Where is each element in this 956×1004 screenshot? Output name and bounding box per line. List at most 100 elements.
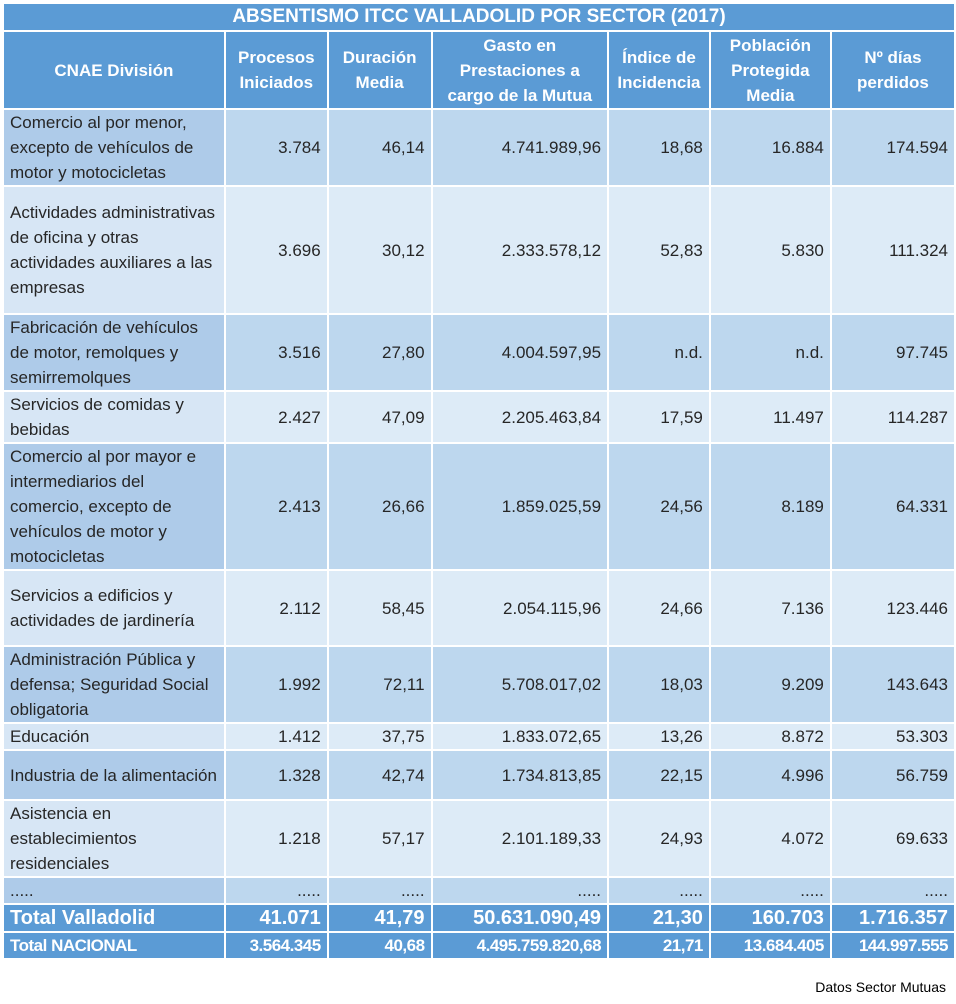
table-row: Educación 1.412 37,75 1.833.072,65 13,26 8.87… [4,724,954,749]
cell-indice: 22,15 [609,751,709,799]
cell-indice: n.d. [609,315,709,390]
cell-cnae: Comercio al por mayor e intermediarios d… [4,444,224,569]
cell-poblacion: ..... [710,878,830,903]
cell-dias: 69.633 [831,801,954,876]
cell-cnae: Servicios de comidas y bebidas [4,392,224,442]
cell-poblacion: 4.072 [710,801,830,876]
cell-cnae: Servicios a edificios y actividades de j… [4,571,224,645]
cell-cnae: Industria de la alimentación [4,751,224,799]
cell-procesos: 3.564.345 [225,933,327,958]
cell-indice: 24,56 [609,444,709,569]
cell-cnae: Educación [4,724,224,749]
table-row: Fabricación de vehículos de motor, remol… [4,315,954,390]
cell-poblacion: 13.684.405 [710,933,830,958]
total-valladolid-row: Total Valladolid 41.071 41,79 50.631.090,49… [4,905,954,931]
cell-dias: 123.446 [831,571,954,645]
cell-gasto: 2.054.115,96 [432,571,608,645]
cell-duracion: 30,12 [328,187,431,313]
cell-duracion: 27,80 [328,315,431,390]
cell-duracion: 58,45 [328,571,431,645]
cell-gasto: 5.708.017,02 [432,647,608,722]
cell-procesos: 41.071 [225,905,327,931]
cell-poblacion: 11.497 [710,392,830,442]
cell-poblacion: n.d. [710,315,830,390]
cell-procesos: 1.992 [225,647,327,722]
cell-indice: 18,68 [609,110,709,185]
header-indice: Índice de Incidencia [609,32,709,108]
cell-poblacion: 8.189 [710,444,830,569]
total-nacional-row: Total NACIONAL 3.564.345 40,68 4.495.759.82… [4,933,954,958]
cell-poblacion: 8.872 [710,724,830,749]
cell-duracion: 72,11 [328,647,431,722]
cell-indice: ..... [609,878,709,903]
cell-cnae: Comercio al por menor, excepto de vehícu… [4,110,224,185]
cell-duracion: 42,74 [328,751,431,799]
cell-poblacion: 16.884 [710,110,830,185]
cell-duracion: 40,68 [328,933,431,958]
cell-poblacion: 5.830 [710,187,830,313]
table-row: Actividades administrativas de oficina y… [4,187,954,313]
cell-dias: 111.324 [831,187,954,313]
cell-duracion: 26,66 [328,444,431,569]
cell-procesos: 2.413 [225,444,327,569]
cell-gasto: 2.333.578,12 [432,187,608,313]
cell-indice: 21,71 [609,933,709,958]
cell-gasto: 50.631.090,49 [432,905,608,931]
table-row: ................................... [4,878,954,903]
cell-gasto: 2.205.463,84 [432,392,608,442]
cell-dias: 174.594 [831,110,954,185]
cell-dias: 97.745 [831,315,954,390]
cell-indice: 21,30 [609,905,709,931]
table-title: ABSENTISMO ITCC VALLADOLID POR SECTOR (2… [4,4,954,30]
header-poblacion: Población Protegida Media [710,32,830,108]
cell-cnae: Fabricación de vehículos de motor, remol… [4,315,224,390]
cell-cnae: Total Valladolid [4,905,224,931]
cell-gasto: 2.101.189,33 [432,801,608,876]
cell-duracion: 41,79 [328,905,431,931]
cell-cnae: Actividades administrativas de oficina y… [4,187,224,313]
cell-dias: 64.331 [831,444,954,569]
header-row: CNAE División Procesos Iniciados Duració… [4,32,954,108]
cell-indice: 24,93 [609,801,709,876]
cell-indice: 13,26 [609,724,709,749]
cell-gasto: ..... [432,878,608,903]
cell-procesos: 1.328 [225,751,327,799]
cell-procesos: ..... [225,878,327,903]
cell-procesos: 3.784 [225,110,327,185]
cell-gasto: 1.859.025,59 [432,444,608,569]
header-duracion: Duración Media [328,32,431,108]
header-cnae: CNAE División [4,32,224,108]
cell-poblacion: 4.996 [710,751,830,799]
cell-dias: 56.759 [831,751,954,799]
cell-indice: 24,66 [609,571,709,645]
cell-dias: 53.303 [831,724,954,749]
cell-gasto: 4.004.597,95 [432,315,608,390]
table-row: Comercio al por mayor e intermediarios d… [4,444,954,569]
source-note: Datos Sector Mutuas [815,979,946,995]
cell-procesos: 1.412 [225,724,327,749]
cell-gasto: 1.833.072,65 [432,724,608,749]
cell-indice: 18,03 [609,647,709,722]
cell-indice: 52,83 [609,187,709,313]
table-row: Administración Pública y defensa; Seguri… [4,647,954,722]
table-row: Servicios de comidas y bebidas 2.427 47,09… [4,392,954,442]
cell-dias: 143.643 [831,647,954,722]
cell-gasto: 4.741.989,96 [432,110,608,185]
cell-cnae: Asistencia en establecimientos residenci… [4,801,224,876]
cell-duracion: 37,75 [328,724,431,749]
table-row: Asistencia en establecimientos residenci… [4,801,954,876]
absentismo-table: ABSENTISMO ITCC VALLADOLID POR SECTOR (2… [2,2,956,960]
cell-poblacion: 160.703 [710,905,830,931]
cell-procesos: 2.112 [225,571,327,645]
cell-duracion: 47,09 [328,392,431,442]
table-row: Comercio al por menor, excepto de vehícu… [4,110,954,185]
cell-cnae: Total NACIONAL [4,933,224,958]
cell-cnae: Administración Pública y defensa; Seguri… [4,647,224,722]
cell-duracion: ..... [328,878,431,903]
cell-dias: 144.997.555 [831,933,954,958]
cell-gasto: 4.495.759.820,68 [432,933,608,958]
header-gasto: Gasto en Prestaciones a cargo de la Mutu… [432,32,608,108]
cell-indice: 17,59 [609,392,709,442]
cell-procesos: 3.516 [225,315,327,390]
cell-duracion: 57,17 [328,801,431,876]
